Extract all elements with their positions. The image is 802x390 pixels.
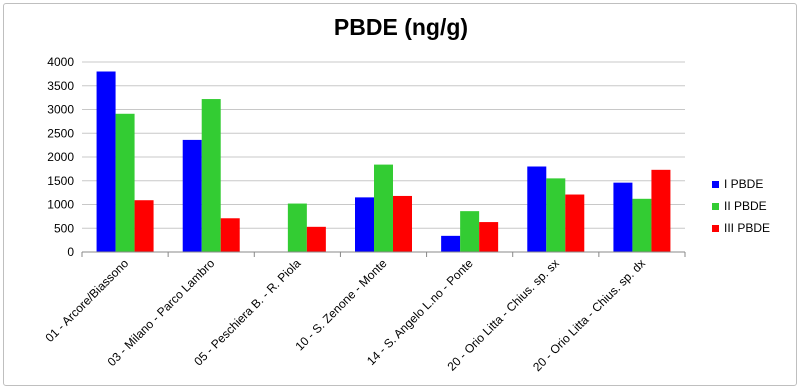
bar-2-3 <box>287 203 307 252</box>
bar-2-5 <box>460 211 480 252</box>
legend-swatch <box>712 203 719 210</box>
bar-1-2 <box>182 139 202 252</box>
bars <box>96 71 671 253</box>
bar-2-1 <box>115 113 135 253</box>
y-tick-label: 2500 <box>47 126 74 140</box>
chart-title: PBDE (ng/g) <box>333 14 469 40</box>
legend-swatch <box>712 225 719 232</box>
bar-3-6 <box>565 194 585 252</box>
y-tick-label: 3500 <box>47 79 74 93</box>
bar-1-6 <box>527 166 547 252</box>
y-axis-ticks: 0 500 1000 1500 2000 2500 3000 3500 4000 <box>47 55 74 259</box>
bar-1-5 <box>441 235 461 252</box>
legend-label: I PBDE <box>724 177 763 191</box>
bar-2-7 <box>632 198 652 252</box>
bar-1-7 <box>613 182 633 252</box>
legend-label: III PBDE <box>724 221 770 235</box>
bar-2-2 <box>201 99 221 252</box>
x-axis <box>81 251 686 257</box>
bar-3-5 <box>479 222 499 252</box>
x-category-label: 01 - Arcore/Biassono <box>43 256 132 345</box>
bar-2-4 <box>374 164 393 252</box>
y-tick-label: 0 <box>67 245 74 259</box>
bar-1-4 <box>355 197 374 252</box>
x-category-label: 10 - S. Zenone - Monte <box>292 256 389 353</box>
y-tick-label: 2000 <box>47 150 74 164</box>
legend: I PBDE II PBDE III PBDE <box>712 177 770 235</box>
legend-label: II PBDE <box>724 199 767 213</box>
bar-1-1 <box>96 71 116 252</box>
y-tick-label: 1500 <box>47 174 74 188</box>
bar-3-7 <box>651 169 671 252</box>
y-tick-label: 1000 <box>47 198 74 212</box>
bar-3-3 <box>306 226 326 252</box>
bar-3-2 <box>220 218 240 252</box>
bar-3-1 <box>134 200 154 252</box>
y-tick-label: 500 <box>54 221 74 235</box>
bar-2-6 <box>546 178 566 252</box>
bar-3-4 <box>393 195 412 252</box>
y-tick-label: 3000 <box>47 103 74 117</box>
legend-swatch <box>712 181 719 188</box>
y-tick-label: 4000 <box>47 55 74 69</box>
